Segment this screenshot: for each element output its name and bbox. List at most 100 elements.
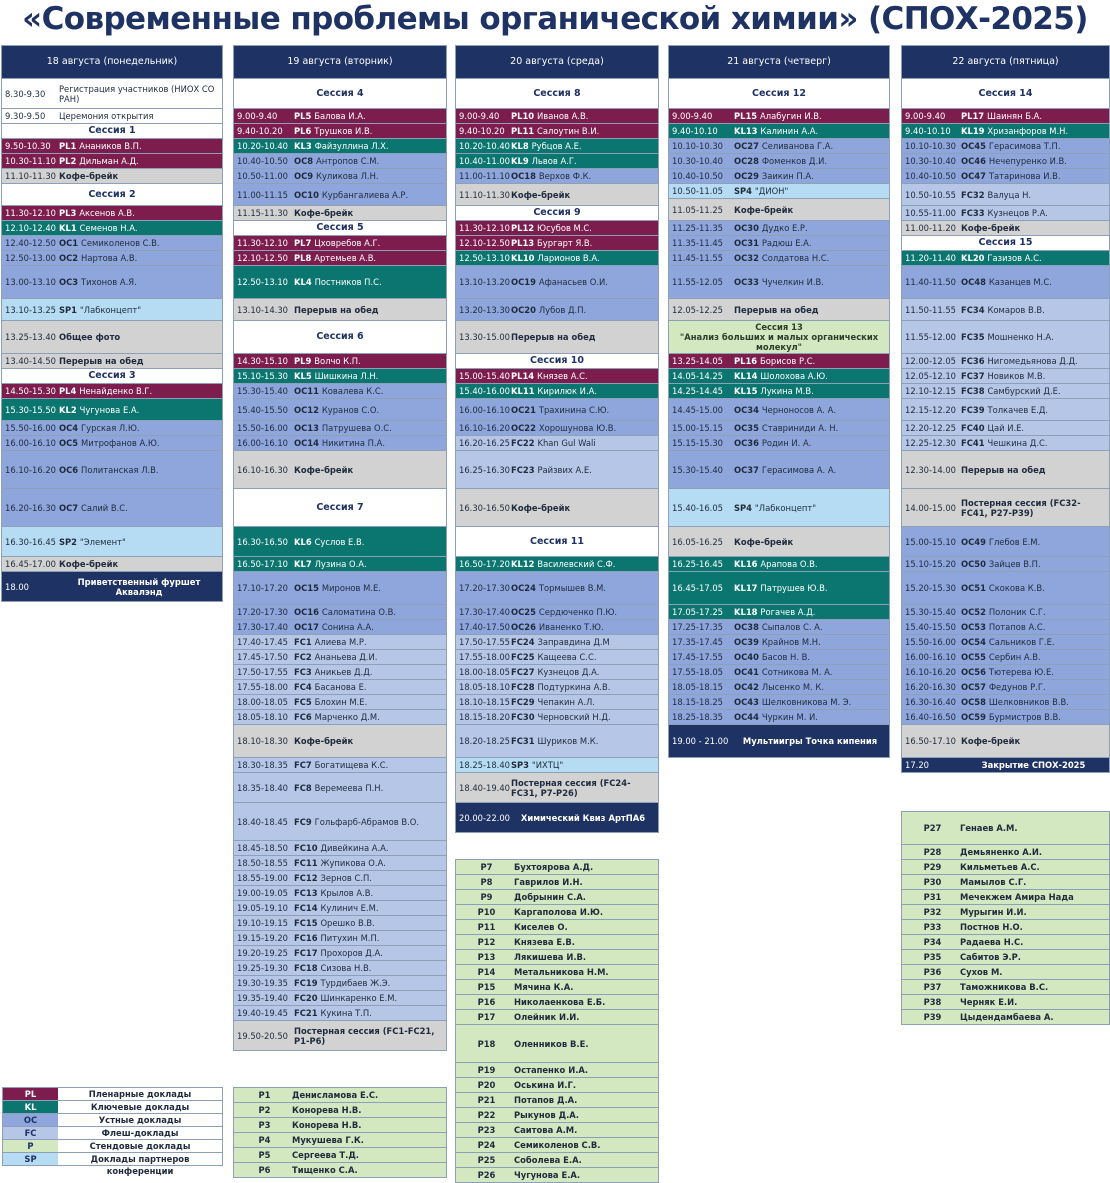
speaker: Львов А.Г. [531,156,577,166]
speaker: Валуца Н. [987,189,1032,200]
break-row: 18.40-19.40 Постерная сессия (FC24-FC31, … [455,772,659,803]
time: 12.25-12.30 [905,438,956,448]
talk-content: FC22 Khan Gul Wali [511,438,655,448]
talk-content: FC8 Веремеева П.Н. [294,783,443,793]
talk-code: OC28 [734,156,762,166]
talk-code: OC8 [294,156,317,166]
time: 18.05-18.10 [459,682,510,692]
talk-code: PL5 [294,111,315,121]
talk-content: KL10 Ларионов В.А. [511,253,655,263]
talk-content: OC43 Шелковникова М. Э. [734,697,886,707]
talk-content: KL5 Шишкина Л.Н. [294,371,443,381]
speaker: Шелковников В.В. [988,697,1069,707]
talk-code: OC50 [961,559,989,569]
time: 16.00-16.10 [459,404,510,415]
speaker: Василевский С.Ф. [537,559,616,569]
legend-row: P Стендовые доклады [2,1139,223,1153]
talk-code: OC4 [59,423,82,433]
speaker: Генаев А.М. [960,823,1018,833]
time: 11.50-11.55 [905,304,956,315]
talk-row: 18.15-18.20 FC30 Черновский Н.Д. [455,709,659,725]
talk-content: OC27 Селиванова Г.А. [734,141,886,151]
time: 10.30-11.10 [5,156,56,166]
talk-code: FC20 [294,993,321,1003]
talk-code: FC10 [294,843,321,853]
talk-row: 18.25-18.40 SP3 "ИХТЦ" [455,757,659,773]
talk-row: 18.45-18.50 FC10 Дивейкина А.А. [233,840,447,856]
time: P37 [923,982,942,992]
poster-row: P5 Сергеева Т.Д. [233,1147,447,1163]
speaker: Богатищева К.С. [314,760,389,770]
talk-code: OC38 [734,622,762,632]
talk-code: OC11 [294,386,322,396]
speaker: Черноносов А. А. [761,404,837,415]
speaker: Постнов Н.О. [960,922,1023,932]
talk-content: FC17 Прохоров Д.А. [294,948,443,958]
talk-code: OC44 [734,712,762,722]
speaker: Олейник И.И. [514,1012,580,1022]
talk-code: FC13 [294,888,321,898]
talk-content: Чугунова Е.А. [514,1170,655,1180]
talk-content: KL16 Арапова О.В. [734,559,886,569]
speaker: Сонина А.А. [321,622,374,632]
time: 17.40-17.50 [459,622,510,632]
talk-row: 15.00-15.40 PL14 Князев А.С. [455,368,659,384]
time: P13 [477,952,496,962]
speaker: Цховребов А.Г. [314,238,381,248]
speaker: Николаенкова Е.Б. [514,997,606,1007]
speaker: Князева Е.В. [514,937,575,947]
speaker: Жупикова О.А. [320,858,386,868]
talk-content: Саитова А.М. [514,1125,655,1135]
talk-content: Постерная сессия (FC1-FC21, P1-P6) [294,1026,443,1046]
time: P11 [477,922,496,932]
time: 18.55-19.00 [237,873,288,883]
session-title: Сессия 3 [1,368,223,384]
talk-row: 16.20-16.30 OC7 Салий В.С. [1,488,223,527]
talk-row: 15.10-15.20 OC50 Зайцев В.П. [901,556,1110,572]
talk-content: Черняк Е.И. [960,997,1106,1007]
poster-row: P6 Тищенко С.А. [233,1162,447,1178]
talk-row: 12.10-12.50 PL13 Бургарт Я.В. [455,235,659,251]
talk-content: Соболева Е.А. [514,1155,655,1165]
talk-content: Конорева Н.В. [292,1120,443,1130]
time: 16.00-16.10 [237,438,288,448]
time: P12 [477,937,496,947]
talk-row: 11.00-11.10 OC18 Верхов Ф.К. [455,168,659,184]
speaker: Конорева Н.В. [292,1120,362,1130]
talk-code: PL16 [734,356,761,366]
poster-row: P30 Мамылов С.Г. [901,874,1110,890]
speaker: Заикин П.А. [761,171,814,181]
time: 15.40-16.00 [459,386,510,396]
time: P35 [923,952,942,962]
talk-row: 15.50-16.00 OC13 Патрушева О.С. [233,420,447,436]
time: P18 [477,1038,496,1049]
speaker: Митрофанов А.Ю. [81,438,160,448]
day-header: 21 августа (четверг) [668,45,890,79]
poster-row: P19 Остапенко И.А. [455,1062,659,1078]
time: P28 [923,847,942,857]
talk-row: 11.55-12.00 FC35 Мошненко Н.А. [901,320,1110,354]
talk-content: FC1 Алиева М.Р. [294,637,443,647]
time: 18.40-19.40 [459,782,510,793]
talk-content: OC29 Заикин П.А. [734,171,886,181]
talk-row: 19.25-19.30 FC18 Сизова Н.В. [233,960,447,976]
talk-row: 15.40-15.50 OC12 Куранов С.О. [233,398,447,421]
time: P39 [923,1012,942,1022]
time: 15.00-15.40 [459,371,510,381]
speaker: "Лабконцепт" [79,304,142,315]
talk-code: KL13 [734,126,761,136]
talk-code: PL3 [59,208,80,218]
talk-row: 16.30-16.45 SP2 "Элемент" [1,526,223,557]
talk-content: OC10 Курбангалиева А.Р. [294,190,443,200]
page-title: «Современные проблемы органической химии… [22,1,1088,37]
talk-code: KL5 [294,371,315,381]
talk-content: KL1 Семенов Н.А. [59,223,219,233]
time: 15.00-15.15 [672,423,723,433]
time: P22 [477,1110,496,1120]
time: 18.20-18.25 [459,736,510,746]
break-row: 16.50-17.10 Кофе-брейк [901,724,1110,758]
poster-row: P33 Постнов Н.О. [901,919,1110,935]
talk-content: OC32 Солдатова Н.С. [734,253,886,263]
time: 10.50-11.00 [237,171,288,181]
speaker: "ИХТЦ" [531,760,564,770]
